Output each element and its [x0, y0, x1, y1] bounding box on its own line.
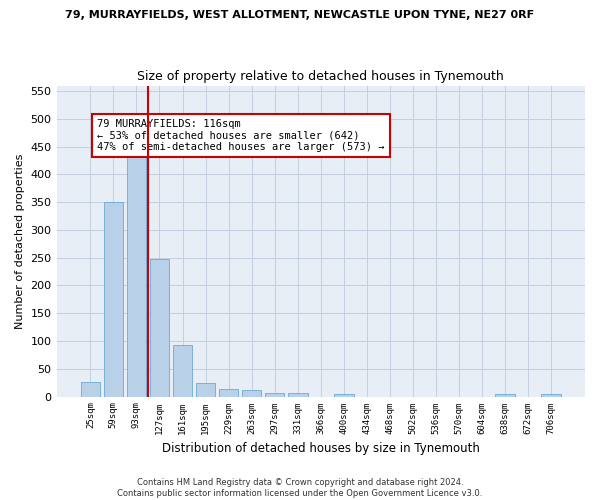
Text: 79, MURRAYFIELDS, WEST ALLOTMENT, NEWCASTLE UPON TYNE, NE27 0RF: 79, MURRAYFIELDS, WEST ALLOTMENT, NEWCAS… — [65, 10, 535, 20]
Bar — [149, 259, 169, 396]
Bar — [219, 389, 238, 396]
Bar — [242, 390, 262, 396]
Bar — [196, 382, 215, 396]
Text: Contains HM Land Registry data © Crown copyright and database right 2024.
Contai: Contains HM Land Registry data © Crown c… — [118, 478, 482, 498]
Bar — [541, 394, 561, 396]
Bar — [334, 394, 353, 396]
Bar — [127, 150, 146, 396]
Text: 79 MURRAYFIELDS: 116sqm
← 53% of detached houses are smaller (642)
47% of semi-d: 79 MURRAYFIELDS: 116sqm ← 53% of detache… — [97, 119, 385, 152]
Title: Size of property relative to detached houses in Tynemouth: Size of property relative to detached ho… — [137, 70, 504, 83]
Bar — [80, 382, 100, 396]
Bar — [265, 393, 284, 396]
Y-axis label: Number of detached properties: Number of detached properties — [15, 154, 25, 328]
Bar — [496, 394, 515, 396]
Bar — [288, 393, 308, 396]
Bar — [173, 345, 193, 397]
Bar — [104, 202, 123, 396]
X-axis label: Distribution of detached houses by size in Tynemouth: Distribution of detached houses by size … — [162, 442, 480, 455]
